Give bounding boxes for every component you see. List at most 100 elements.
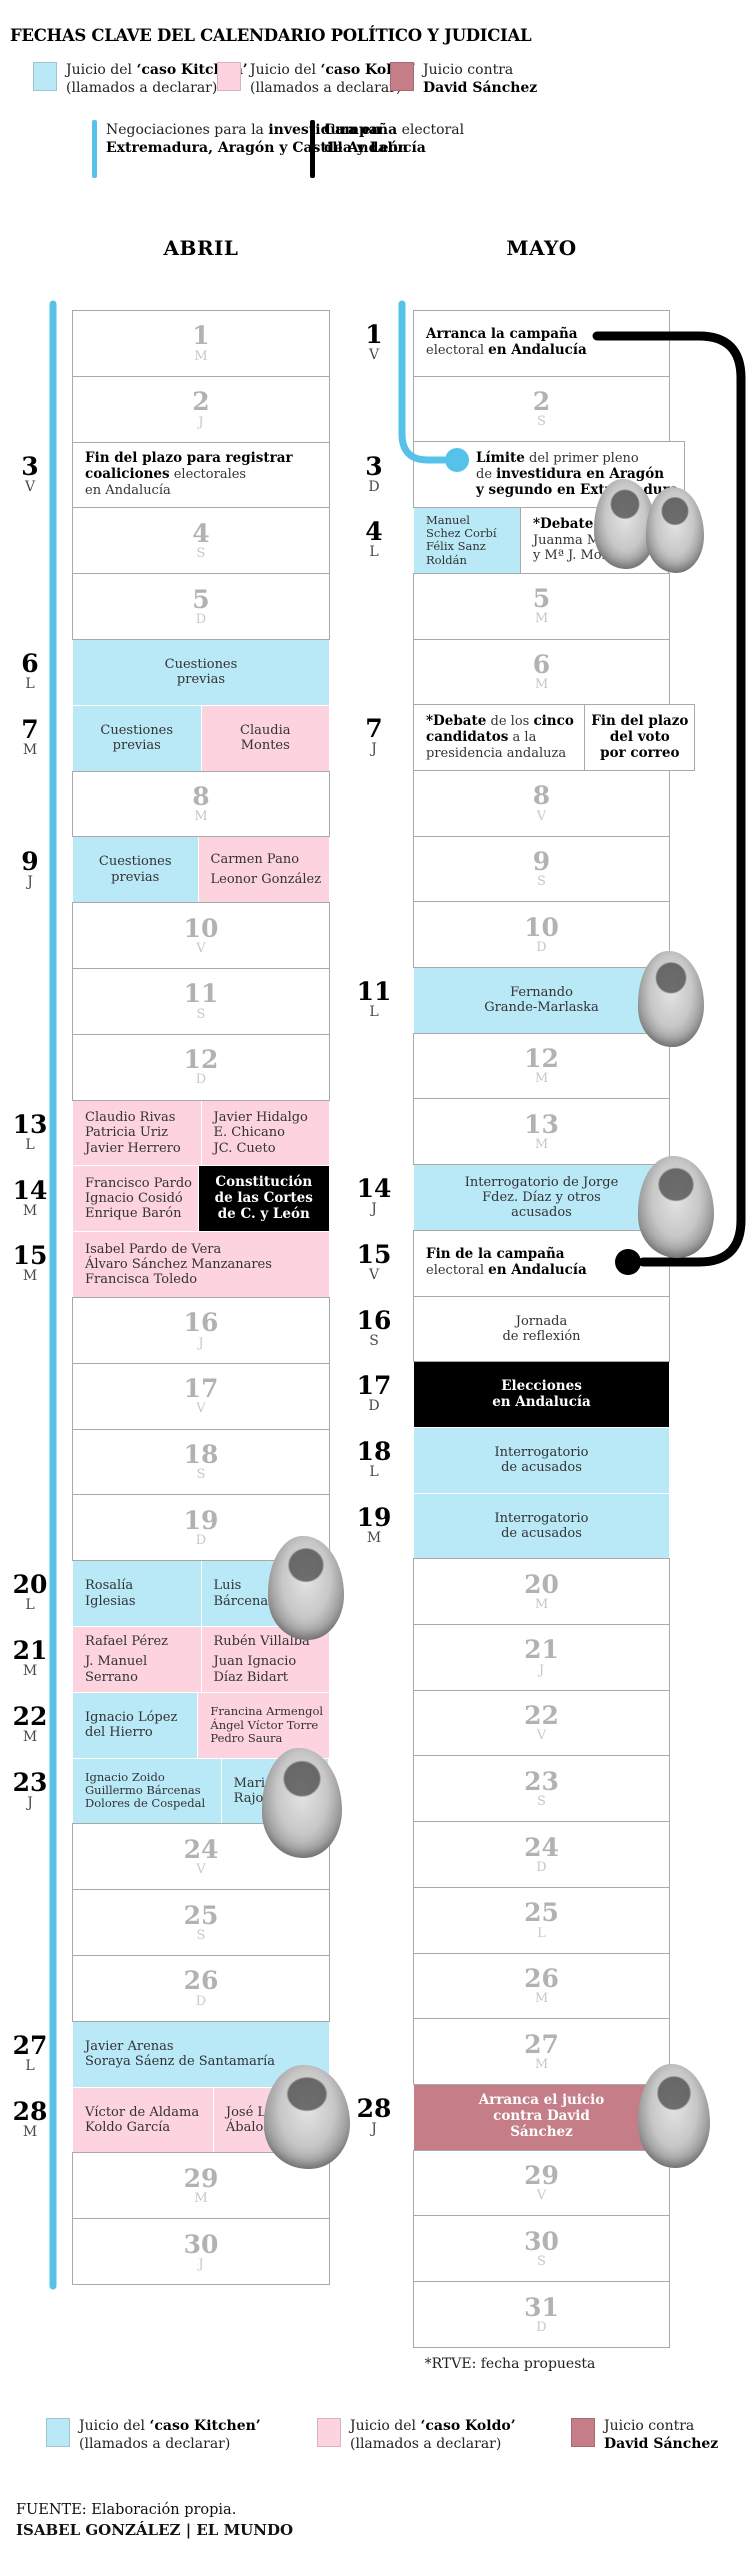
abril-day-25: 25 S bbox=[0, 1889, 330, 1956]
abril-day-20: 20 L Rosalía Iglesias Luis Bárcenas bbox=[0, 1536, 344, 1641]
calendar-mayo: 1 V Arranca la campaña electoral en Andaluc… bbox=[335, 310, 714, 2348]
abril-day-28: 28 M Víctor de Aldama Koldo García José Luis… bbox=[0, 2064, 350, 2169]
empty-day-cell: 18 S bbox=[72, 1428, 330, 1496]
day-number: 24 bbox=[183, 1834, 219, 1864]
day-of-week: S bbox=[537, 874, 546, 890]
day-cells: 17 V bbox=[72, 1362, 330, 1430]
event-cell: Ignacio Zoido Guillermo Bárcenas Dolores d… bbox=[72, 1758, 222, 1825]
day-number: 11 bbox=[183, 979, 219, 1009]
day-label bbox=[335, 1821, 413, 1888]
mayo-day-18: 18 L Interrogatorio de acusados bbox=[335, 1427, 670, 1494]
abril-day-30: 30 J bbox=[0, 2218, 330, 2285]
day-of-week: D bbox=[368, 478, 380, 495]
day-of-week: S bbox=[537, 1794, 546, 1810]
day-cells: 22 V bbox=[413, 1689, 670, 1757]
day-number: 21 bbox=[524, 1635, 559, 1665]
day-label bbox=[0, 1363, 72, 1430]
photo-david-sanchez bbox=[638, 2063, 710, 2168]
abril-day-22: 22 M Ignacio López del Hierro Francina Armen… bbox=[0, 1692, 330, 1759]
day-of-week: D bbox=[536, 1859, 547, 1875]
abril-day-13: 13 L Claudio Rivas Patricia Uriz Javier Herr… bbox=[0, 1100, 330, 1167]
day-cells: 18 S bbox=[72, 1428, 330, 1496]
day-label bbox=[335, 836, 413, 903]
photo-maria-jesus-montero bbox=[646, 487, 704, 574]
day-number: 26 bbox=[524, 1963, 559, 1993]
day-cells: Ignacio López del Hierro Francina Armengol… bbox=[72, 1692, 330, 1759]
day-cells: 12 D bbox=[72, 1033, 330, 1101]
legend-top-david-sanchez: Juicio contra David Sánchez bbox=[390, 62, 537, 97]
day-number: 25 bbox=[524, 1898, 559, 1928]
photo-mariano-rajoy bbox=[262, 1747, 342, 1858]
day-label bbox=[0, 507, 72, 574]
day-number: 14 bbox=[12, 1175, 48, 1205]
abril-day-6: 6 L Cuestiones previas bbox=[0, 639, 330, 706]
day-number: 31 bbox=[524, 2292, 559, 2322]
day-cells: 11 S bbox=[72, 967, 330, 1035]
day-of-week: M bbox=[534, 611, 549, 627]
day-number: 30 bbox=[183, 2229, 219, 2259]
day-number: 3 bbox=[21, 451, 39, 481]
day-number: 18 bbox=[356, 1437, 392, 1467]
day-label bbox=[0, 1297, 72, 1364]
mayo-day-11: 11 L Fernando Grande-Marlaska bbox=[335, 951, 704, 1048]
legend-line2: David Sánchez bbox=[604, 2435, 719, 2452]
mayo-day-10: 10 D bbox=[335, 901, 670, 969]
day-of-week: D bbox=[536, 2319, 547, 2335]
day-cells: Jornada de reflexión bbox=[413, 1295, 670, 1363]
calendar-abril: 1 M 2 J 3 V Fin del plazo para registrar coalic… bbox=[0, 310, 350, 2285]
abril-day-29: 29 M bbox=[0, 2152, 330, 2220]
day-label: 19 M bbox=[335, 1493, 413, 1560]
day-number: 15 bbox=[356, 1239, 392, 1269]
day-cells: 30 S bbox=[413, 2215, 670, 2283]
event-cell: Ignacio López del Hierro bbox=[72, 1692, 198, 1759]
day-number: 8 bbox=[532, 781, 551, 811]
day-label bbox=[0, 2218, 72, 2285]
event-cell: Manuel Schez Corbí Félix Sanz Roldán bbox=[413, 507, 521, 574]
mayo-day-21: 21 J bbox=[335, 1624, 670, 1691]
day-of-week: V bbox=[536, 1728, 547, 1744]
day-of-week: M bbox=[22, 1268, 38, 1285]
day-of-week: M bbox=[194, 809, 208, 825]
legend-top-kitchen: Juicio del ‘caso Kitchen’ (llamados a de… bbox=[33, 62, 248, 97]
day-label bbox=[335, 1755, 413, 1822]
day-label bbox=[335, 1098, 413, 1165]
day-cells: Arranca el juicio contra David Sánchez bbox=[413, 2084, 670, 2151]
day-number: 17 bbox=[183, 1374, 219, 1404]
day-label: 14 J bbox=[335, 1164, 413, 1231]
day-label bbox=[0, 902, 72, 969]
day-cells: Cuestiones previas Carmen Pano Leonor Gonzá… bbox=[72, 836, 330, 903]
day-number: 29 bbox=[183, 2163, 219, 2193]
day-cells: 25 L bbox=[413, 1886, 670, 1954]
day-cells: Arranca la campaña electoral en Andalucía bbox=[413, 310, 670, 377]
day-cells: Fernando Grande-Marlaska bbox=[413, 967, 670, 1034]
mayo-day-13: 13 M bbox=[335, 1098, 670, 1166]
event-cell: *Debate de los cinco candidatos a la presi… bbox=[413, 704, 586, 771]
abril-day-3: 3 V Fin del plazo para registrar coalicione… bbox=[0, 441, 330, 509]
day-number: 16 bbox=[183, 1308, 219, 1338]
day-of-week: M bbox=[22, 1728, 38, 1745]
day-number: 27 bbox=[12, 2030, 48, 2060]
empty-day-cell: 12 D bbox=[72, 1033, 330, 1101]
day-number: 22 bbox=[12, 1701, 48, 1731]
day-number: 4 bbox=[192, 518, 210, 548]
day-label bbox=[0, 1823, 72, 1890]
day-of-week: V bbox=[196, 940, 206, 956]
day-of-week: L bbox=[25, 1597, 35, 1614]
mayo-day-14: 14 J Interrogatorio de Jorge Fdez. Díaz y o… bbox=[335, 1156, 714, 1259]
month-header-abril: ABRIL bbox=[163, 236, 239, 260]
legend-top-koldo: Juicio del ‘caso Koldo’ (llamados a decl… bbox=[217, 62, 416, 97]
day-label bbox=[0, 771, 72, 838]
empty-day-cell: 10 D bbox=[413, 901, 670, 969]
day-label bbox=[0, 1034, 72, 1101]
day-cells: 16 J bbox=[72, 1296, 330, 1364]
month-header-mayo: MAYO bbox=[506, 236, 577, 260]
